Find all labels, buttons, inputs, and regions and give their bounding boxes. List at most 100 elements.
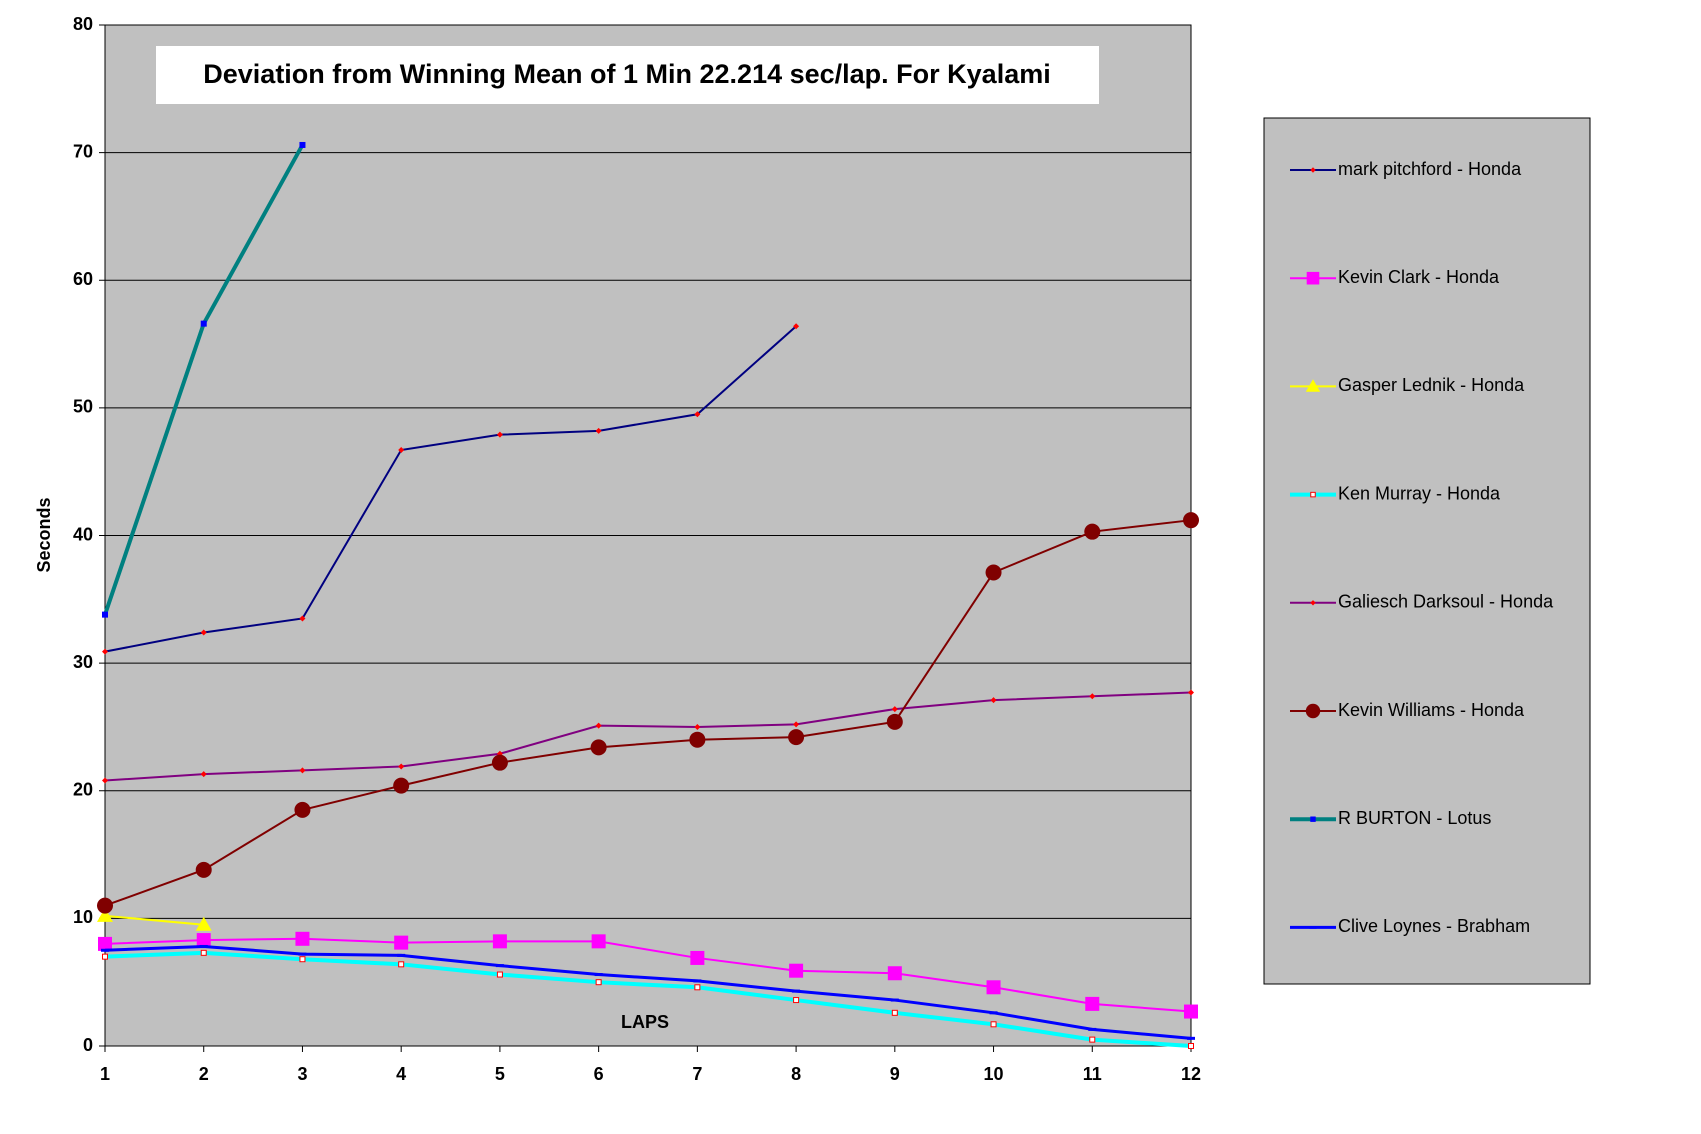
marker — [196, 933, 211, 948]
marker — [496, 971, 503, 978]
marker — [594, 973, 603, 977]
y-tick-label: 20 — [73, 780, 93, 800]
marker — [495, 964, 504, 968]
y-tick-label: 70 — [73, 141, 93, 161]
series-line — [104, 944, 1192, 1040]
marker — [97, 897, 113, 914]
x-tick-label: 1 — [100, 1064, 110, 1084]
marker — [689, 731, 706, 748]
marker — [1305, 379, 1321, 392]
x-tick-label: 6 — [594, 1064, 604, 1084]
series-line — [104, 950, 1192, 1048]
marker — [887, 966, 902, 981]
y-tick-label: 60 — [73, 269, 93, 289]
x-tick-label: 3 — [297, 1064, 307, 1084]
series-line — [104, 691, 1192, 782]
marker — [491, 754, 508, 771]
marker — [694, 411, 701, 418]
marker — [398, 961, 405, 968]
marker — [299, 767, 306, 774]
marker — [394, 935, 409, 950]
marker — [886, 713, 903, 730]
marker — [298, 952, 307, 956]
legend-label: Galiesch Darksoul - Honda — [1338, 592, 1554, 612]
marker — [891, 706, 898, 713]
marker — [195, 861, 212, 878]
marker — [200, 629, 207, 636]
lines — [97, 141, 1199, 1049]
x-tick-label: 5 — [495, 1064, 505, 1084]
marker — [97, 907, 113, 922]
legend-label: Ken Murray - Honda — [1338, 483, 1501, 503]
series-line — [104, 325, 797, 653]
legend-label: Gasper Lednik - Honda — [1338, 375, 1525, 395]
y-tick-label: 10 — [73, 907, 93, 927]
marker — [1088, 1027, 1097, 1031]
marker — [98, 936, 112, 951]
marker — [595, 722, 602, 729]
x-axis-label: LAPS — [621, 1012, 669, 1032]
marker — [1310, 816, 1316, 822]
marker — [1089, 693, 1096, 700]
marker — [496, 431, 503, 438]
marker — [1183, 512, 1199, 529]
marker — [595, 427, 602, 434]
marker — [1184, 1004, 1198, 1019]
x-tick-label: 10 — [984, 1064, 1004, 1084]
marker — [595, 979, 602, 986]
marker — [492, 934, 507, 949]
marker — [398, 446, 405, 453]
marker — [102, 611, 108, 618]
marker — [590, 739, 607, 756]
marker — [694, 723, 701, 730]
marker — [200, 771, 207, 778]
marker — [792, 989, 801, 993]
legend-label: mark pitchford - Honda — [1338, 159, 1522, 179]
marker — [200, 949, 207, 956]
marker — [1305, 703, 1321, 719]
series-line — [104, 914, 204, 926]
marker — [299, 141, 306, 148]
marker — [101, 948, 109, 952]
marker — [989, 1011, 998, 1015]
marker — [1310, 167, 1316, 173]
x-tick-label: 8 — [791, 1064, 801, 1084]
marker — [200, 320, 207, 327]
marker — [891, 1009, 898, 1016]
marker — [694, 984, 701, 991]
title-box — [156, 46, 1099, 104]
marker — [990, 697, 997, 704]
marker — [1187, 1036, 1195, 1040]
marker — [102, 777, 108, 784]
x-tick-label: 11 — [1083, 1064, 1102, 1084]
series-line — [104, 519, 1192, 907]
marker — [986, 980, 1001, 995]
marker — [294, 801, 311, 818]
marker — [890, 998, 899, 1002]
legend-label: Kevin Clark - Honda — [1338, 267, 1500, 287]
marker — [788, 729, 805, 746]
marker — [393, 777, 410, 794]
x-tick-label: 7 — [692, 1064, 702, 1084]
legend-label: R BURTON - Lotus — [1338, 808, 1491, 828]
x-tick-label: 4 — [396, 1064, 406, 1084]
marker — [102, 953, 108, 960]
legend — [1263, 117, 1591, 985]
marker — [397, 953, 406, 957]
marker — [1089, 1036, 1096, 1043]
marker — [199, 944, 208, 948]
y-tick-label: 40 — [73, 524, 93, 544]
legend-label: Clive Loynes - Brabham — [1338, 916, 1530, 936]
marker — [793, 721, 800, 728]
marker — [793, 997, 800, 1004]
marker — [1085, 996, 1100, 1011]
marker — [1310, 600, 1316, 606]
y-axis-label: Seconds — [34, 497, 54, 572]
marker — [1188, 689, 1194, 696]
x-tick-label: 9 — [890, 1064, 900, 1084]
marker — [295, 931, 310, 946]
y-tick-label: 0 — [83, 1035, 93, 1055]
legend-entries: mark pitchford - Honda Kevin Clark - Hond… — [1290, 159, 1554, 936]
